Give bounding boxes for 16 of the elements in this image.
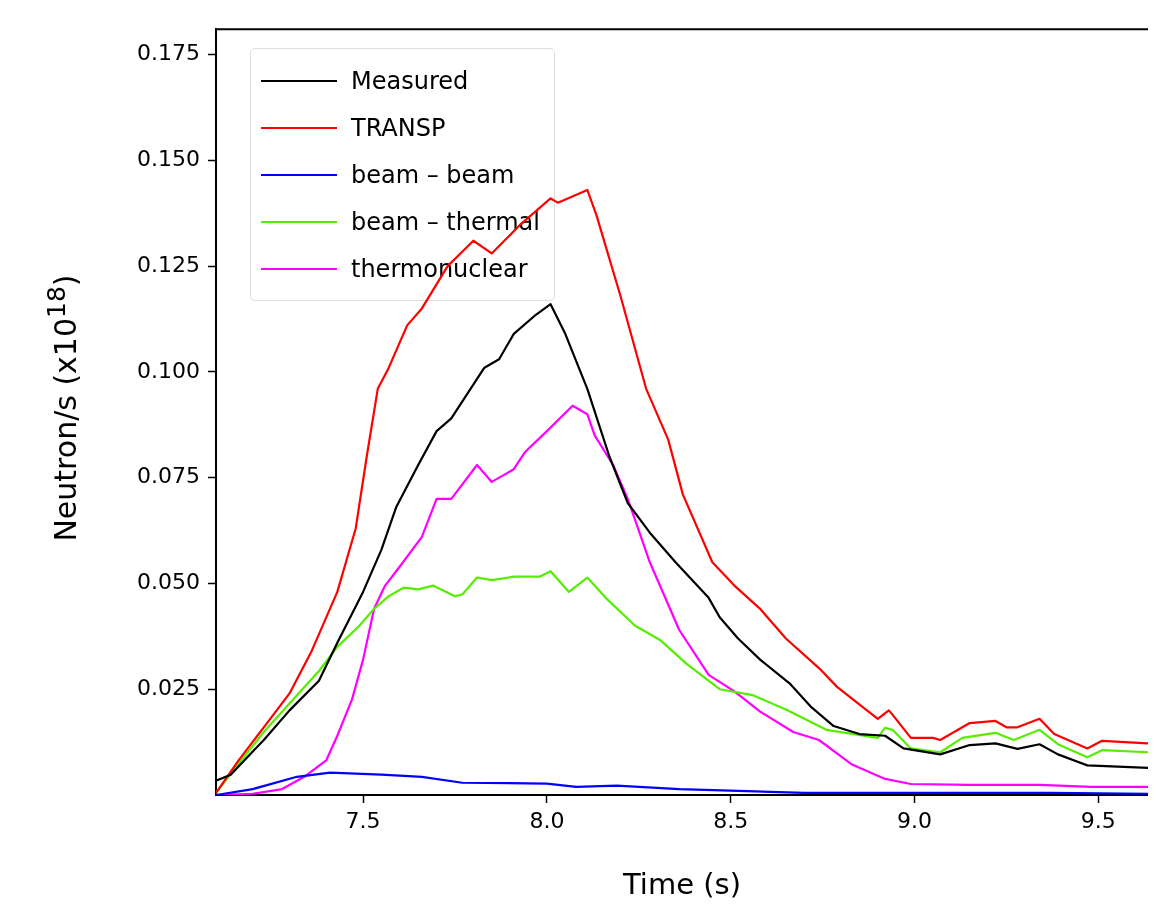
x-tick-label: 9.5 bbox=[1080, 807, 1116, 833]
x-tick-label: 7.5 bbox=[345, 807, 381, 833]
y-tick-label: 0.175 bbox=[137, 40, 200, 66]
y-tick-label: 0.025 bbox=[137, 674, 200, 700]
x-tick-label: 8.5 bbox=[713, 807, 749, 833]
legend-label: beam – beam bbox=[351, 160, 515, 189]
legend-label: Measured bbox=[351, 66, 469, 95]
x-axis-title: Time (s) bbox=[622, 867, 741, 902]
legend-label: TRANSP bbox=[351, 113, 446, 142]
y-tick-label: 0.100 bbox=[137, 357, 200, 383]
y-tick-label: 0.075 bbox=[137, 463, 200, 489]
y-tick-label: 0.150 bbox=[137, 146, 200, 172]
x-tick-label: 9.0 bbox=[897, 807, 933, 833]
y-tick-label: 0.050 bbox=[137, 569, 200, 595]
y-tick-label: 0.125 bbox=[137, 251, 200, 277]
x-tick-label: 8.0 bbox=[529, 807, 565, 833]
